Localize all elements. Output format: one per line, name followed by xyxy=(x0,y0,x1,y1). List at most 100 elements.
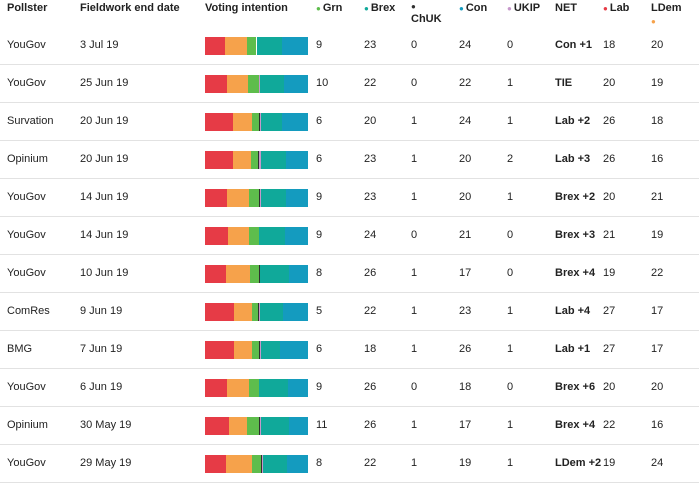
ldem-value: 22 xyxy=(651,267,664,279)
ukip-value: 0 xyxy=(507,229,514,241)
con-value: 20 xyxy=(459,191,472,203)
con-value: 17 xyxy=(459,267,472,279)
table-header: Pollster Fieldwork end date Voting inten… xyxy=(0,0,699,28)
net-value: Lab +4 xyxy=(555,305,591,317)
bar-segment-con xyxy=(286,189,308,207)
bar-segment-con xyxy=(283,75,308,93)
bar-segment-brex xyxy=(259,303,284,321)
pollster-cell: YouGov xyxy=(7,457,46,469)
bar-segment-lab xyxy=(205,303,234,321)
bar-segment-lab xyxy=(205,189,227,207)
bar-segment-chuk xyxy=(257,151,259,169)
net-value: Lab +2 xyxy=(555,115,591,127)
bar-segment-ldem xyxy=(228,227,249,245)
header-ldem: LDem ● xyxy=(651,2,682,26)
con-value: 26 xyxy=(459,343,472,355)
lab-value: 27 xyxy=(603,343,616,355)
chuk-value: 1 xyxy=(411,191,418,203)
table-row: Opinium 30 May 19 11 26 1 17 1 Brex +4 22 16 xyxy=(0,407,699,445)
bar-segment-chuk xyxy=(258,113,260,131)
bar-segment-con xyxy=(289,417,308,435)
voting-intention-bar xyxy=(205,189,308,207)
ldem-value: 24 xyxy=(651,457,664,469)
pollster-cell: BMG xyxy=(7,343,33,355)
table-row: BMG 7 Jun 19 6 18 1 26 1 Lab +1 27 17 xyxy=(0,331,699,369)
chuk-value: 1 xyxy=(411,419,418,431)
bar-segment-ldem xyxy=(233,151,252,169)
con-value: 19 xyxy=(459,457,472,469)
chuk-value: 1 xyxy=(411,305,418,317)
brex-dot-icon: ● xyxy=(364,4,369,13)
grn-value: 5 xyxy=(316,305,323,317)
bar-segment-lab xyxy=(205,151,234,169)
brex-value: 22 xyxy=(364,77,377,89)
bar-segment-lab xyxy=(205,379,228,397)
net-value: Lab +1 xyxy=(555,343,591,355)
grn-value: 6 xyxy=(316,343,323,355)
header-grn: ● Grn xyxy=(316,2,343,14)
header-ukip: ● UKIP xyxy=(507,2,541,14)
lab-value: 22 xyxy=(603,419,616,431)
date-cell: 20 Jun 19 xyxy=(80,115,129,127)
bar-segment-lab xyxy=(205,455,226,473)
chuk-value: 0 xyxy=(411,39,418,51)
lab-value: 20 xyxy=(603,381,616,393)
table-row: YouGov 14 Jun 19 9 23 1 20 1 Brex +2 20 21 xyxy=(0,179,699,217)
voting-intention-bar xyxy=(205,113,308,131)
lab-value: 20 xyxy=(603,77,616,89)
bar-segment-con xyxy=(289,265,308,283)
ukip-value: 2 xyxy=(507,153,514,165)
table-row: Opinium 20 Jun 19 6 23 1 20 2 Lab +3 26 16 xyxy=(0,141,699,179)
bar-segment-ukip xyxy=(258,303,260,321)
ukip-value: 1 xyxy=(507,191,514,203)
table-row: YouGov 3 Jul 19 9 23 0 24 0 Con +1 18 20 xyxy=(0,27,699,65)
pollster-cell: YouGov xyxy=(7,77,46,89)
net-value: Brex +4 xyxy=(555,267,596,279)
voting-intention-bar xyxy=(205,227,308,245)
voting-intention-bar xyxy=(205,379,308,397)
bar-segment-ldem xyxy=(232,113,253,131)
bar-segment-grn xyxy=(247,75,259,93)
chuk-value: 1 xyxy=(411,115,418,127)
voting-intention-bar xyxy=(205,455,308,473)
brex-value: 23 xyxy=(364,39,377,51)
bar-segment-lab xyxy=(205,417,230,435)
bar-segment-con xyxy=(282,113,308,131)
bar-segment-grn xyxy=(248,227,259,245)
brex-value: 26 xyxy=(364,419,377,431)
chuk-value: 1 xyxy=(411,343,418,355)
bar-segment-ukip xyxy=(259,113,261,131)
bar-segment-chuk xyxy=(260,455,262,473)
lab-value: 26 xyxy=(603,115,616,127)
bar-segment-chuk xyxy=(258,341,260,359)
header-chuk: ● ChUK xyxy=(411,2,442,25)
chuk-dot-icon: ● xyxy=(411,2,416,11)
date-cell: 14 Jun 19 xyxy=(80,229,129,241)
ldem-value: 18 xyxy=(651,115,664,127)
bar-segment-ldem xyxy=(233,341,253,359)
date-cell: 10 Jun 19 xyxy=(80,267,129,279)
ldem-value: 17 xyxy=(651,343,664,355)
voting-intention-bar xyxy=(205,417,308,435)
grn-dot-icon: ● xyxy=(316,4,321,13)
bar-segment-grn xyxy=(252,455,261,473)
ldem-dot-icon: ● xyxy=(651,17,656,26)
bar-segment-brex xyxy=(261,189,287,207)
ukip-value: 1 xyxy=(507,419,514,431)
pollster-cell: YouGov xyxy=(7,39,46,51)
grn-value: 9 xyxy=(316,381,323,393)
brex-value: 23 xyxy=(364,191,377,203)
lab-value: 21 xyxy=(603,229,616,241)
brex-value: 20 xyxy=(364,115,377,127)
table-row: Survation 20 Jun 19 6 20 1 24 1 Lab +2 26 18 xyxy=(0,103,699,141)
brex-value: 22 xyxy=(364,305,377,317)
bar-segment-brex xyxy=(260,113,283,131)
bar-segment-chuk xyxy=(257,303,259,321)
table-row: YouGov 29 May 19 8 22 1 19 1 LDem +2 19 24 xyxy=(0,445,699,483)
net-value: Lab +3 xyxy=(555,153,591,165)
voting-intention-bar xyxy=(205,341,308,359)
ukip-value: 0 xyxy=(507,381,514,393)
grn-value: 11 xyxy=(316,419,328,431)
ukip-dot-icon: ● xyxy=(507,4,512,13)
bar-segment-lab xyxy=(205,265,227,283)
